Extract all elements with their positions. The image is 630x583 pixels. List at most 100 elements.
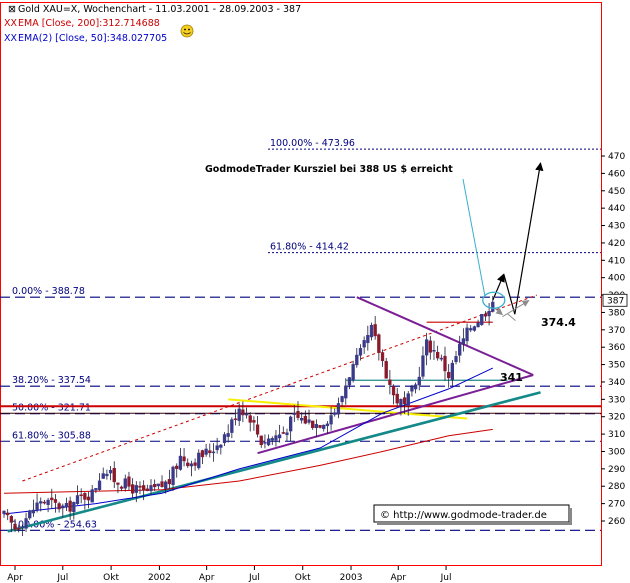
fib-label: 50.00% - 321.71 xyxy=(12,403,91,414)
candle-body xyxy=(255,424,260,435)
y-tick-label: 460 xyxy=(608,169,625,179)
candle-body xyxy=(406,393,410,407)
projection-arrow-1 xyxy=(492,273,505,301)
ema200-line xyxy=(3,428,493,494)
x-tick-label: Jul xyxy=(56,573,68,583)
alt-arrow-1 xyxy=(494,307,503,316)
candle-body xyxy=(17,527,21,530)
candle-body xyxy=(410,386,414,392)
candle-body xyxy=(340,396,344,403)
candle-body xyxy=(472,326,477,331)
candle-body xyxy=(193,462,197,466)
candle-body xyxy=(436,351,440,359)
y-tick-label: 470 xyxy=(608,152,625,162)
fib-label: 0.00% - 388.78 xyxy=(12,286,85,297)
candle-body xyxy=(289,416,293,432)
projection-arrow-2 xyxy=(503,274,516,315)
candle-body xyxy=(380,352,385,362)
candle-body xyxy=(347,377,352,386)
chart-title: Gold XAU=X, Wochenchart - 11.03.2001 - 2… xyxy=(18,4,301,15)
triangle-upper-line xyxy=(356,296,534,376)
candle-body xyxy=(413,384,418,390)
candle-body xyxy=(28,510,32,519)
candle-body xyxy=(277,434,282,439)
candle-body xyxy=(13,523,17,530)
x-tick-label: Apr xyxy=(390,573,406,583)
chart-header: ⊠ Gold XAU=X, Wochenchart - 11.03.2001 -… xyxy=(4,4,301,44)
x-tick-label: Jul xyxy=(248,573,260,583)
red-dotted-trend xyxy=(22,294,538,482)
fib-label: 100.00% - 473.96 xyxy=(270,138,355,149)
ema50-line xyxy=(3,367,494,515)
candle-body xyxy=(325,423,330,427)
candle-body xyxy=(83,493,87,500)
candle-body xyxy=(171,466,175,485)
candle-body xyxy=(476,322,480,328)
candle-body xyxy=(322,424,326,429)
title-icon: ⊠ xyxy=(8,4,16,15)
y-tick-label: 320 xyxy=(608,413,625,423)
candle-body xyxy=(428,340,432,353)
candle-body xyxy=(226,433,230,437)
copyright-text: © http://www.godmode-trader.de xyxy=(380,510,547,521)
candle-body xyxy=(421,355,425,377)
projection-arrow-3 xyxy=(514,162,544,315)
y-tick-label: 330 xyxy=(608,395,625,405)
candle-body xyxy=(53,499,58,503)
candle-body xyxy=(351,364,355,381)
candle-body xyxy=(355,354,359,366)
candle-body xyxy=(252,420,256,423)
x-tick-label: 2002 xyxy=(148,573,171,583)
candle-body xyxy=(112,468,116,483)
candle-body xyxy=(222,434,227,444)
candle-body xyxy=(329,415,333,425)
y-tick-label: 290 xyxy=(608,465,625,475)
candle-body xyxy=(362,340,366,348)
y-tick-label: 260 xyxy=(608,517,625,527)
x-axis: Apr Jul Okt 2002 Apr Jul Okt 2003 Apr Jul xyxy=(7,566,451,583)
candle-body xyxy=(230,419,234,433)
candle-body xyxy=(314,424,319,429)
candle-body xyxy=(458,343,462,356)
candle-body xyxy=(296,411,300,418)
candle-body xyxy=(164,481,168,489)
candle-body xyxy=(142,485,146,491)
x-tick-label: Okt xyxy=(295,573,311,583)
candle-body xyxy=(175,465,179,469)
x-tick-label: Apr xyxy=(7,573,23,583)
candle-body xyxy=(31,509,36,514)
candle-body xyxy=(138,485,142,488)
candle-body xyxy=(182,456,186,462)
candle-body xyxy=(270,438,274,441)
candle-body xyxy=(160,481,164,487)
candle-body xyxy=(244,413,249,416)
candle-body xyxy=(241,409,245,416)
candle-body xyxy=(189,463,194,467)
candle-body xyxy=(6,512,10,516)
ema50-legend: EMA(2) [Close, 50]:348.027705 xyxy=(18,33,167,44)
candle-body xyxy=(300,417,304,421)
fib-label: 38.20% - 337.54 xyxy=(12,375,91,386)
candle-body xyxy=(86,496,91,501)
y-tick-label: 270 xyxy=(608,500,625,510)
yellow-line xyxy=(228,398,468,420)
candle-body xyxy=(395,393,399,404)
projection-overlay: GodmodeTrader Kursziel bei 388 US $ erre… xyxy=(205,162,576,525)
x-tick-label: 2003 xyxy=(340,573,363,583)
x-tick-label: Jul xyxy=(440,573,452,583)
candle-body xyxy=(311,420,315,428)
candle-body xyxy=(127,476,131,487)
candle-body xyxy=(259,435,263,445)
x-tick-label: Apr xyxy=(199,573,215,583)
candle-body xyxy=(274,435,278,441)
candle-body xyxy=(303,415,308,424)
candle-body xyxy=(454,356,458,363)
candle-body xyxy=(469,328,473,331)
candle-body xyxy=(491,301,495,312)
candle-body xyxy=(369,324,374,338)
candlesticks xyxy=(2,295,495,537)
fibonacci-levels: 100.00% - 473.96 61.80% - 414.42 0.00% - 3… xyxy=(0,138,601,531)
candle-body xyxy=(318,425,322,428)
candle-body xyxy=(450,362,455,380)
